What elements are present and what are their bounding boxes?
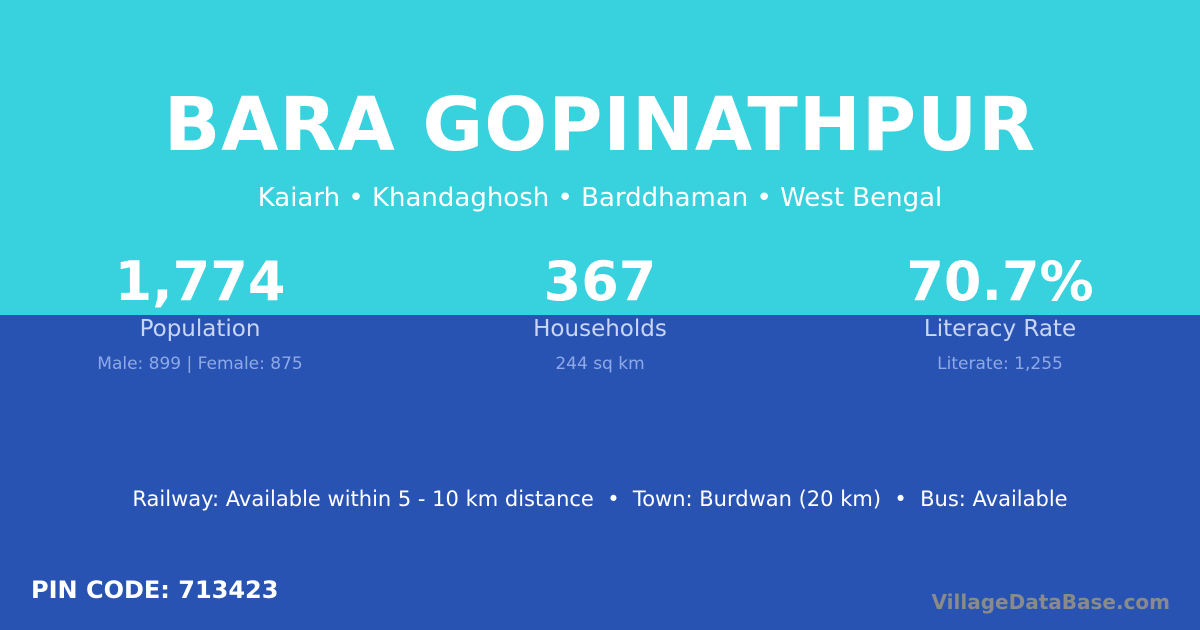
- body-band: [0, 315, 1200, 630]
- population-value: 1,774: [114, 250, 286, 313]
- population-label: Population: [139, 316, 261, 342]
- population-detail: Male: 899 | Female: 875: [97, 354, 303, 374]
- pin-code: PIN CODE: 713423: [31, 576, 279, 604]
- households-label: Households: [533, 316, 667, 342]
- brand-watermark: VillageDataBase.com: [931, 590, 1170, 614]
- location-breadcrumb: Kaiarh • Khandaghosh • Barddhaman • West…: [257, 183, 943, 213]
- households-value: 367: [543, 250, 657, 313]
- literacy-label: Literacy Rate: [923, 316, 1077, 342]
- households-detail: 244 sq km: [555, 354, 645, 374]
- header-band: [0, 0, 1200, 315]
- literacy-detail: Literate: 1,255: [937, 354, 1063, 374]
- transport-info: Railway: Available within 5 - 10 km dist…: [132, 487, 1068, 511]
- literacy-value: 70.7%: [906, 250, 1094, 313]
- village-title: BARA GOPINATHPUR: [163, 82, 1037, 168]
